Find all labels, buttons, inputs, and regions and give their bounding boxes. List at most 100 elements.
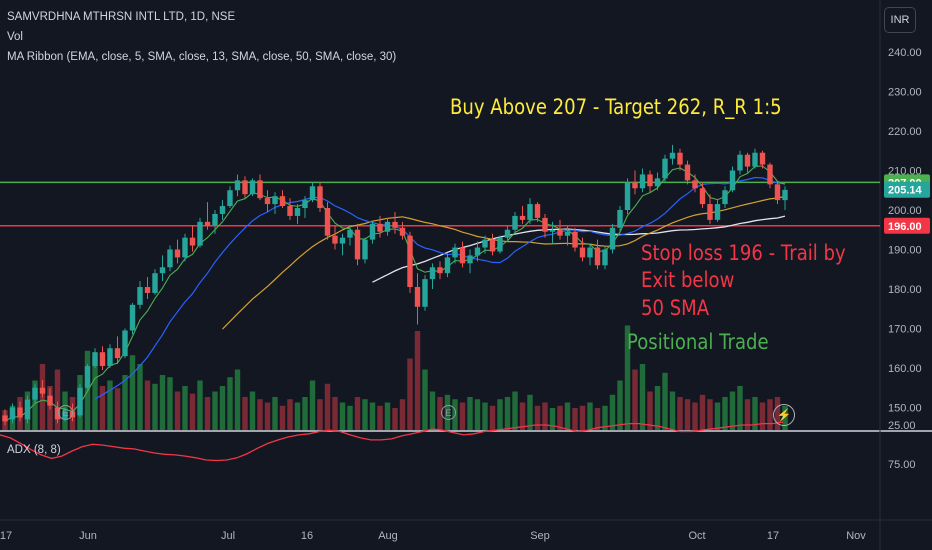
- candle-body: [564, 231, 571, 236]
- volume-bar: [587, 402, 593, 430]
- volume-bar: [54, 369, 61, 430]
- volume-bar: [617, 380, 623, 430]
- candle-body: [452, 247, 458, 258]
- candle-body: [752, 152, 758, 167]
- volume-bar: [287, 399, 293, 430]
- candle-body: [152, 273, 158, 293]
- flash-icon[interactable]: ⚡: [773, 404, 795, 426]
- candle-body: [632, 182, 638, 189]
- candle-body: [114, 348, 121, 359]
- volume-bar: [272, 397, 278, 430]
- price-tick-label: 230.00: [888, 87, 922, 99]
- candle-body: [77, 387, 83, 416]
- volume-bar: [249, 391, 256, 430]
- candle-body: [129, 304, 136, 331]
- time-axis-label: Jul: [221, 530, 235, 542]
- candle-body: [92, 352, 98, 367]
- candle-body: [302, 200, 308, 209]
- candle-body: [677, 152, 683, 165]
- time-axis-label: Nov: [846, 530, 866, 542]
- candle-body: [572, 231, 578, 248]
- candle-body: [99, 352, 106, 367]
- candle-body: [17, 407, 23, 418]
- volume-bar: [722, 397, 728, 430]
- volume-bar: [294, 402, 301, 430]
- exit-below-annotation: Exit below: [641, 268, 735, 292]
- candle-body: [519, 215, 526, 220]
- volume-bar: [422, 369, 428, 430]
- volume-bar: [437, 397, 443, 430]
- candle-body: [317, 186, 323, 209]
- candle-body: [647, 174, 653, 187]
- candle-body: [197, 221, 203, 246]
- candle-body: [654, 178, 661, 187]
- candle-body: [707, 204, 713, 220]
- candle-body: [774, 184, 781, 201]
- candle-body: [542, 217, 548, 232]
- volume-bar: [669, 391, 676, 430]
- candle-body: [714, 204, 721, 220]
- volume-bar: [399, 399, 406, 430]
- volume-bar: [324, 383, 331, 430]
- volume-bar: [467, 397, 473, 430]
- volume-bar: [684, 399, 691, 430]
- candle-body: [354, 229, 361, 260]
- positional-trade-annotation: Positional Trade: [627, 330, 769, 354]
- candle-body: [729, 170, 736, 191]
- volume-bar: [32, 380, 38, 430]
- volume-bar: [407, 358, 413, 430]
- volume-bar: [347, 405, 353, 430]
- sma50-line: [372, 215, 786, 283]
- candle-body: [257, 180, 263, 199]
- volume-bar: [414, 331, 421, 430]
- candle-body: [594, 247, 601, 266]
- volume-bar: [714, 402, 721, 430]
- volume-bar: [602, 405, 608, 430]
- volume-bar: [219, 386, 226, 430]
- currency-button[interactable]: INR: [884, 7, 916, 33]
- candle-body: [384, 221, 391, 232]
- volume-bar: [279, 405, 286, 430]
- volume-bar: [609, 394, 616, 430]
- volume-bar: [482, 402, 488, 430]
- volume-bar: [167, 377, 173, 430]
- sma50-annotation: 50 SMA: [641, 296, 710, 320]
- volume-bar: [632, 369, 638, 430]
- candle-body: [144, 287, 151, 293]
- candle-body: [279, 196, 286, 207]
- earnings-event-icon[interactable]: E: [58, 405, 73, 420]
- volume-bar: [744, 399, 751, 430]
- candle-body: [414, 287, 421, 307]
- candle-body: [782, 189, 788, 201]
- price-label: 205.14: [888, 185, 923, 197]
- candle-body: [24, 399, 31, 420]
- candle-body: [39, 387, 46, 394]
- symbol-title: SAMVRDHNA MTHRSN INTL LTD, 1D, NSE: [7, 11, 236, 23]
- volume-bar: [257, 399, 263, 430]
- volume-bar: [729, 391, 736, 430]
- volume-bar: [99, 386, 106, 430]
- volume-bar: [204, 397, 211, 430]
- volume-bar: [92, 358, 98, 430]
- candle-body: [137, 287, 143, 305]
- candle-body: [602, 249, 608, 266]
- candle-body: [32, 387, 38, 400]
- volume-bar: [429, 391, 436, 430]
- candle-body: [272, 196, 278, 205]
- candle-body: [737, 154, 743, 171]
- volume-bar: [107, 380, 113, 430]
- earnings-event-icon[interactable]: E: [441, 405, 456, 420]
- volume-bar: [692, 402, 698, 430]
- volume-bar: [384, 402, 391, 430]
- candle-body: [459, 247, 466, 264]
- volume-bar: [699, 394, 706, 430]
- price-tick-label: 200.00: [888, 205, 922, 217]
- volume-bar: [197, 380, 203, 430]
- candle-body: [482, 239, 488, 248]
- candle-body: [264, 198, 271, 205]
- candle-body: [2, 415, 8, 422]
- volume-bar: [579, 405, 586, 430]
- ma-ribbon-legend: MA Ribbon (EMA, close, 5, SMA, close, 13…: [7, 51, 397, 63]
